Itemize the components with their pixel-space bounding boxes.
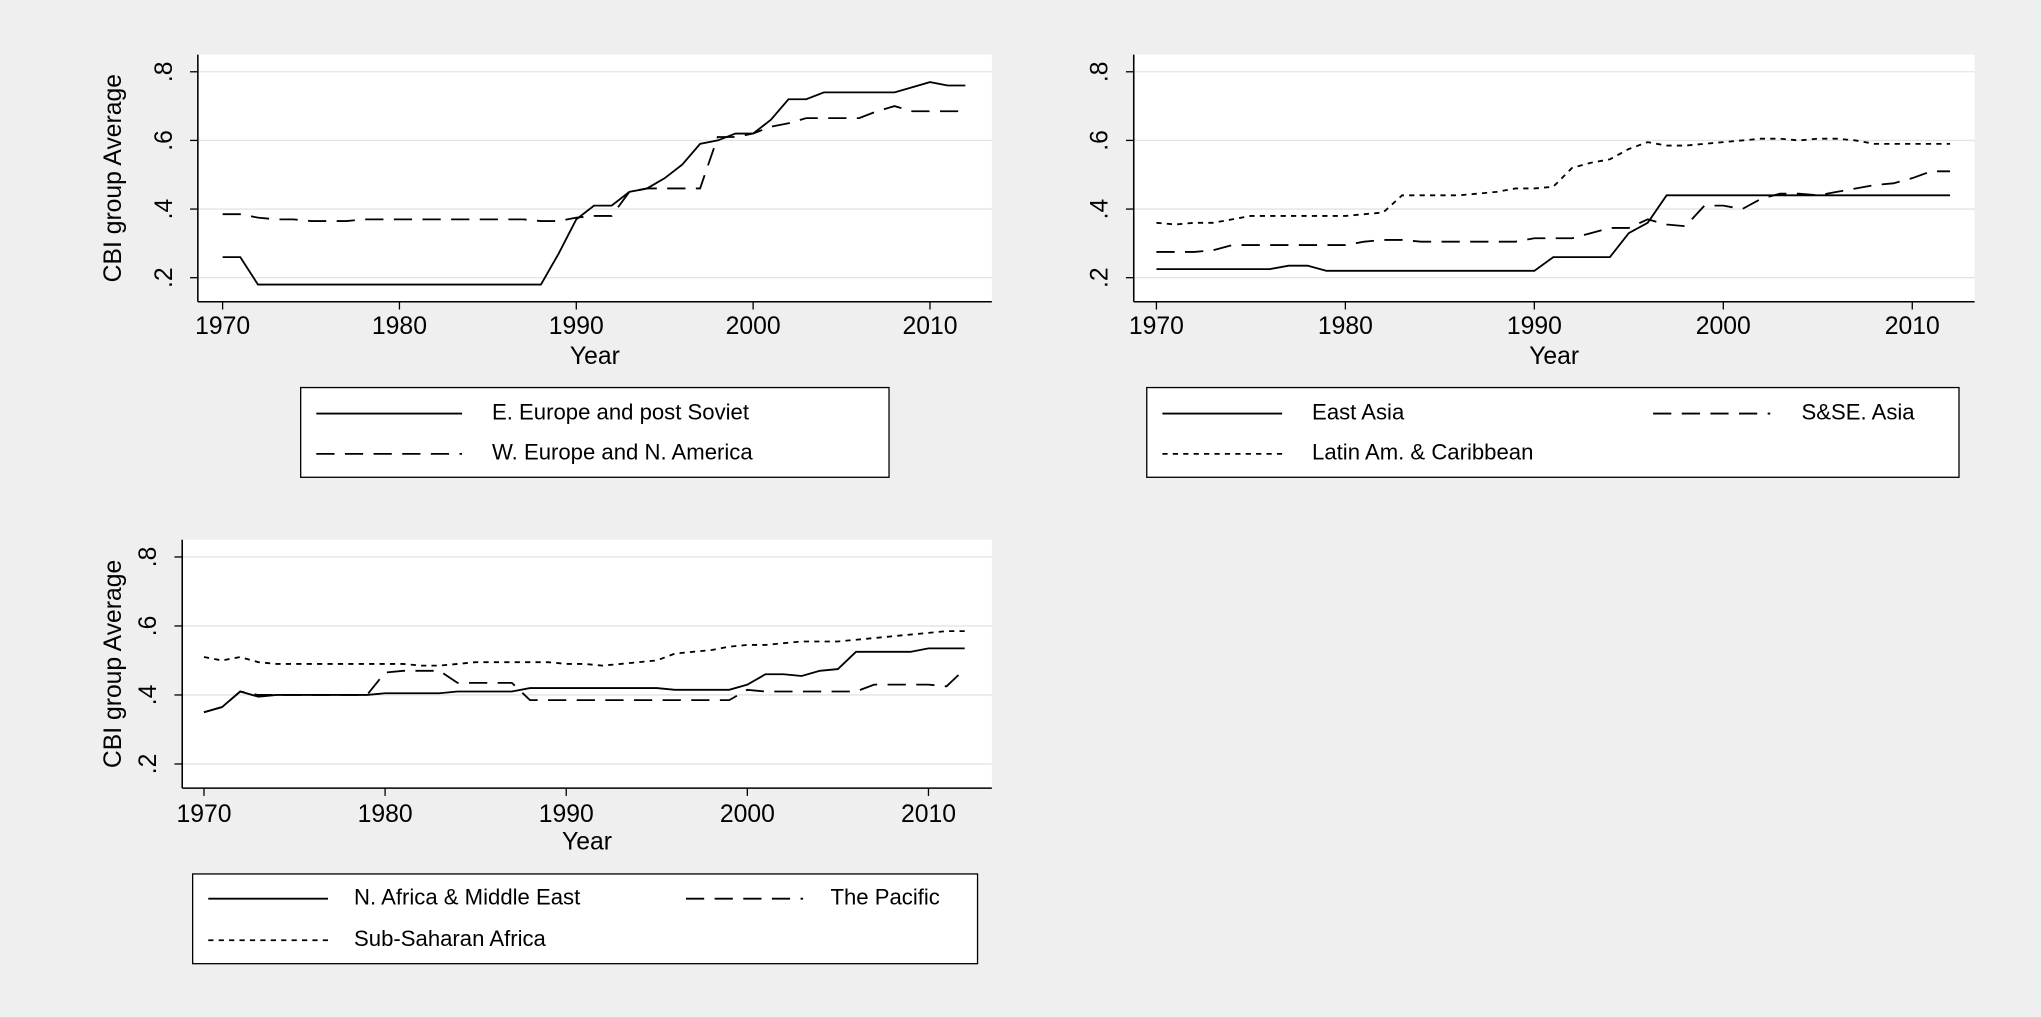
x-tick-label: 2010: [1885, 313, 1940, 340]
legend-label: E. Europe and post Soviet: [492, 399, 749, 424]
legend-label: W. Europe and N. America: [492, 440, 753, 465]
y-tick-label: .2: [135, 754, 162, 775]
x-tick-label: 2000: [726, 313, 781, 340]
y-tick-label: .8: [135, 547, 162, 568]
series-line: [203, 668, 966, 714]
y-axis-title: CBI group Average: [100, 560, 127, 768]
y-tick-label: .4: [1087, 199, 1114, 220]
x-tick-label: 2000: [1696, 313, 1751, 340]
legend-label: Sub-Saharan Africa: [354, 926, 547, 951]
y-tick-label: .4: [135, 684, 162, 705]
x-axis-title: Year: [562, 828, 612, 855]
legend-label: N. Africa & Middle East: [354, 885, 580, 910]
y-tick-label: .8: [151, 61, 178, 82]
legend-label: East Asia: [1312, 399, 1405, 424]
x-tick-label: 1970: [195, 313, 250, 340]
x-tick-label: 2000: [720, 801, 775, 828]
legend-box: [300, 386, 890, 478]
legend-label: The Pacific: [830, 885, 939, 910]
series-line: [203, 630, 965, 667]
x-tick-label: 1980: [358, 801, 413, 828]
x-axis-title: Year: [570, 343, 620, 370]
x-tick-label: 2010: [902, 313, 957, 340]
legend-label: S&SE. Asia: [1801, 399, 1915, 424]
plot-area: [182, 539, 992, 789]
y-tick-label: .6: [1087, 130, 1114, 151]
x-tick-label: 1980: [372, 313, 427, 340]
x-tick-label: 1990: [1507, 313, 1562, 340]
x-tick-label: 1970: [176, 801, 231, 828]
x-axis-title: Year: [1529, 343, 1579, 370]
x-tick-label: 2010: [901, 801, 956, 828]
series-line: [1156, 194, 1951, 272]
x-tick-label: 1990: [549, 313, 604, 340]
y-tick-label: .6: [135, 616, 162, 637]
legend-label: Latin Am. & Caribbean: [1312, 440, 1533, 465]
y-tick-label: .8: [1087, 61, 1114, 82]
series-line: [203, 647, 965, 714]
plot-area: [1133, 54, 1975, 302]
x-tick-label: 1980: [1318, 313, 1373, 340]
x-tick-label: 1990: [539, 801, 594, 828]
y-tick-label: .2: [151, 267, 178, 288]
y-axis-title: CBI group Average: [100, 74, 127, 282]
series-line: [222, 105, 966, 222]
legend-box: [191, 873, 979, 965]
legend-box: [1146, 386, 1960, 478]
y-tick-label: .6: [151, 130, 178, 151]
plot-area: [197, 54, 992, 302]
y-tick-label: .2: [1087, 267, 1114, 288]
series-line: [222, 81, 966, 286]
y-tick-label: .4: [151, 199, 178, 220]
x-tick-label: 1970: [1129, 313, 1184, 340]
